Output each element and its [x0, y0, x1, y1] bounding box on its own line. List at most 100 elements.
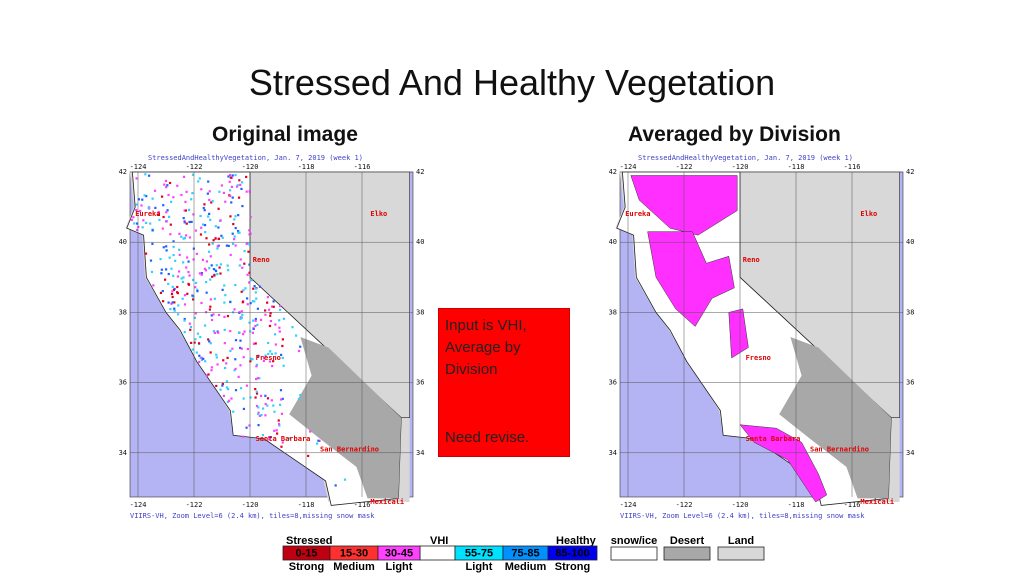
vegetation-pixel [135, 222, 139, 225]
legend-label: VHI [430, 535, 448, 547]
vegetation-pixel [215, 353, 218, 356]
vegetation-pixel [210, 369, 213, 372]
vegetation-pixel [205, 237, 208, 240]
vegetation-pixel [144, 252, 148, 255]
vegetation-pixel [225, 380, 229, 383]
vegetation-pixel [230, 185, 234, 188]
vegetation-pixel [162, 246, 165, 249]
vegetation-pixel [170, 200, 173, 203]
vegetation-pixel [215, 264, 218, 267]
vegetation-pixel [187, 282, 190, 286]
vegetation-pixel [214, 269, 218, 273]
vegetation-pixel [297, 349, 301, 353]
vegetation-pixel [173, 301, 176, 304]
legend-range: 85-100 [555, 547, 589, 559]
vegetation-pixel [244, 287, 247, 290]
vegetation-pixel [145, 221, 148, 225]
vegetation-pixel [318, 439, 321, 443]
vegetation-pixel [152, 284, 155, 287]
vegetation-pixel [210, 264, 213, 267]
vegetation-pixel [254, 287, 258, 290]
legend-range: 15-30 [340, 547, 368, 559]
vegetation-pixel [167, 215, 171, 218]
vegetation-pixel [213, 331, 216, 335]
vegetation-pixel [208, 198, 211, 202]
vegetation-pixel [151, 229, 154, 232]
vegetation-pixel [219, 388, 222, 391]
vegetation-pixel [251, 300, 254, 303]
vegetation-pixel [194, 229, 198, 232]
vegetation-pixel [216, 245, 219, 248]
vegetation-pixel [188, 220, 191, 224]
vegetation-pixel [242, 356, 245, 359]
vegetation-pixel [203, 203, 206, 206]
vegetation-pixel [277, 423, 281, 426]
vegetation-pixel [238, 331, 241, 334]
vegetation-pixel [270, 399, 273, 402]
vegetation-pixel [231, 242, 235, 245]
vegetation-pixel [242, 397, 245, 400]
vegetation-pixel [174, 259, 177, 262]
vegetation-pixel [133, 222, 136, 225]
lat-tick-label: 34 [416, 449, 424, 457]
vegetation-pixel [207, 373, 210, 376]
vegetation-pixel [209, 255, 212, 258]
vegetation-pixel [212, 330, 215, 333]
vegetation-pixel [248, 229, 251, 232]
vegetation-pixel [256, 377, 260, 380]
vegetation-pixel [200, 188, 203, 191]
vegetation-pixel [248, 281, 251, 284]
map-header: StressedAndHealthyVegetation, Jan. 7, 20… [638, 154, 853, 162]
vegetation-pixel [246, 303, 249, 306]
vegetation-pixel [191, 294, 194, 297]
vegetation-pixel [172, 274, 175, 277]
vegetation-pixel [153, 189, 157, 192]
vegetation-pixel [240, 290, 243, 293]
vegetation-pixel [203, 209, 206, 212]
vegetation-pixel [180, 277, 183, 280]
vegetation-pixel [281, 338, 284, 341]
lat-tick-label: 40 [609, 238, 617, 246]
legend-swatch [547, 545, 598, 561]
vegetation-pixel [184, 209, 188, 212]
vegetation-pixel [274, 343, 277, 346]
vegetation-pixel [159, 257, 162, 261]
vegetation-pixel [171, 290, 174, 293]
vegetation-pixel [209, 298, 212, 301]
vegetation-pixel [186, 256, 189, 259]
city-label: Elko [370, 210, 387, 218]
vegetation-pixel [223, 366, 227, 370]
vegetation-pixel [242, 289, 245, 292]
vegetation-pixel [233, 238, 236, 241]
vegetation-pixel [250, 279, 253, 282]
vegetation-pixel [183, 209, 186, 212]
vegetation-pixel [185, 222, 188, 225]
vegetation-pixel [248, 189, 251, 193]
vegetation-pixel [229, 176, 232, 179]
vegetation-pixel [194, 338, 197, 341]
city-label: Fresno [746, 354, 771, 362]
vegetation-pixel [136, 228, 139, 232]
vegetation-pixel [266, 301, 269, 304]
vegetation-pixel [223, 284, 226, 287]
map-footer: VIIRS-VH, Zoom Level=6 (2.4 km), tiles=8… [620, 512, 865, 520]
vegetation-pixel [254, 387, 257, 391]
vegetation-pixel [215, 356, 218, 359]
vegetation-pixel [231, 232, 234, 235]
vegetation-pixel [135, 177, 138, 180]
legend-range: 75-85 [511, 547, 539, 559]
vegetation-pixel [183, 220, 186, 223]
vegetation-pixel [234, 173, 237, 177]
vegetation-pixel [316, 442, 319, 445]
vegetation-pixel [236, 184, 239, 187]
note-text: Input is VHI, Average by Division [445, 317, 527, 378]
vegetation-pixel [210, 318, 214, 322]
vegetation-pixel [216, 273, 219, 276]
vegetation-pixel [209, 351, 212, 354]
mask-label: Land [728, 535, 754, 547]
vegetation-pixel [245, 297, 249, 300]
vegetation-pixel [160, 195, 164, 198]
vegetation-pixel [183, 221, 186, 224]
vegetation-pixel [217, 226, 220, 229]
vegetation-pixel [257, 354, 260, 358]
